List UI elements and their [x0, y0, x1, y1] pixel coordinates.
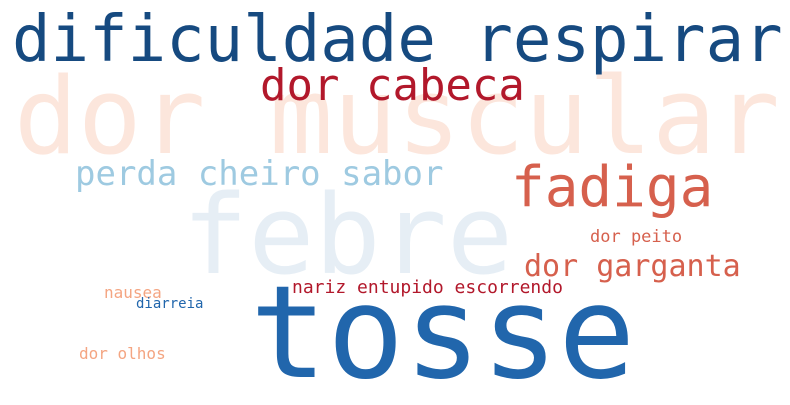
word-nausea: nausea	[104, 283, 162, 302]
word-dor-olhos: dor olhos	[79, 344, 166, 363]
word-febre: febre	[182, 171, 514, 299]
word-tosse: tosse	[250, 259, 636, 405]
word-dor-peito: dor peito	[590, 227, 683, 247]
word-dor-cabeca: dor cabeca	[260, 60, 525, 111]
word-diarreia: diarreia	[136, 296, 204, 312]
word-fadiga: fadiga	[511, 155, 714, 220]
word-perda-cheiro-sabor: perda cheiro sabor	[75, 154, 444, 194]
word-nariz-entupido-escorrendo: nariz entupido escorrendo	[292, 277, 563, 298]
word-dor-muscular: dor muscular	[14, 55, 780, 178]
word-dor-garganta: dor garganta	[524, 249, 741, 284]
word-dificuldade-respirar: dificuldade respirar	[12, 3, 783, 77]
